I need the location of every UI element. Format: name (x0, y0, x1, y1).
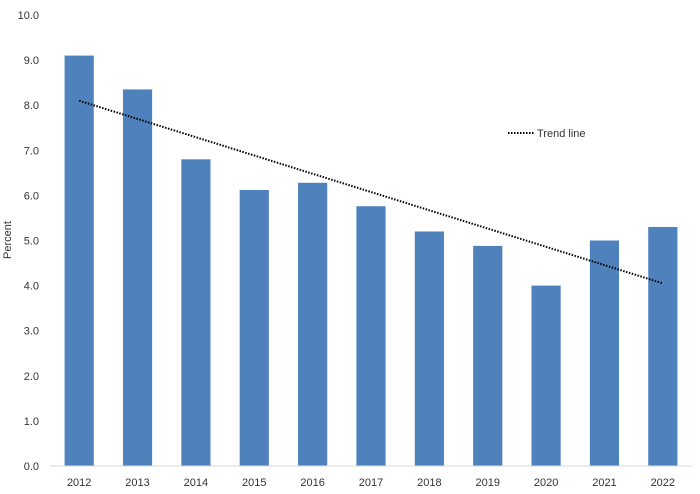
x-tick-label: 2018 (417, 477, 441, 489)
y-tick-label: 0.0 (24, 461, 39, 473)
y-tick-label: 1.0 (24, 416, 39, 428)
bar (473, 245, 503, 466)
y-tick-label: 10.0 (18, 10, 39, 22)
x-tick-label: 2017 (359, 477, 383, 489)
y-axis-title: Percent (2, 221, 14, 259)
y-tick-label: 4.0 (24, 281, 39, 293)
x-tick-label: 2012 (67, 477, 91, 489)
y-axis-ticks: 0.0 1.0 2.0 3.0 4.0 5.0 6.0 7.0 8.0 9.0 10.0 (18, 10, 39, 473)
bar (64, 55, 94, 467)
y-tick-label: 6.0 (24, 190, 39, 202)
y-tick-label: 5.0 (24, 236, 39, 248)
x-tick-label: 2013 (125, 477, 149, 489)
y-tick-label: 9.0 (24, 55, 39, 67)
bar (298, 182, 328, 466)
y-tick-label: 3.0 (24, 326, 39, 338)
bar (122, 89, 153, 466)
bar (589, 240, 620, 466)
bar (531, 285, 561, 466)
bar (356, 206, 386, 466)
x-tick-label: 2019 (475, 477, 499, 489)
x-tick-label: 2014 (184, 477, 208, 489)
x-tick-label: 2022 (651, 477, 675, 489)
legend-trend-label: Trend line (537, 128, 586, 140)
bar-series (64, 55, 678, 467)
bar (414, 231, 444, 466)
x-tick-label: 2015 (242, 477, 266, 489)
x-tick-label: 2020 (534, 477, 558, 489)
bar (239, 189, 269, 466)
legend: Trend line (508, 128, 586, 140)
y-tick-label: 8.0 (24, 100, 39, 112)
y-tick-label: 7.0 (24, 145, 39, 157)
bar (181, 159, 211, 466)
y-tick-label: 2.0 (24, 371, 39, 383)
bar (648, 226, 678, 466)
x-axis-ticks: 2012 2013 2014 2015 2016 2017 2018 2019 2020 2021… (67, 477, 675, 489)
x-tick-label: 2021 (592, 477, 616, 489)
x-tick-label: 2016 (300, 477, 324, 489)
